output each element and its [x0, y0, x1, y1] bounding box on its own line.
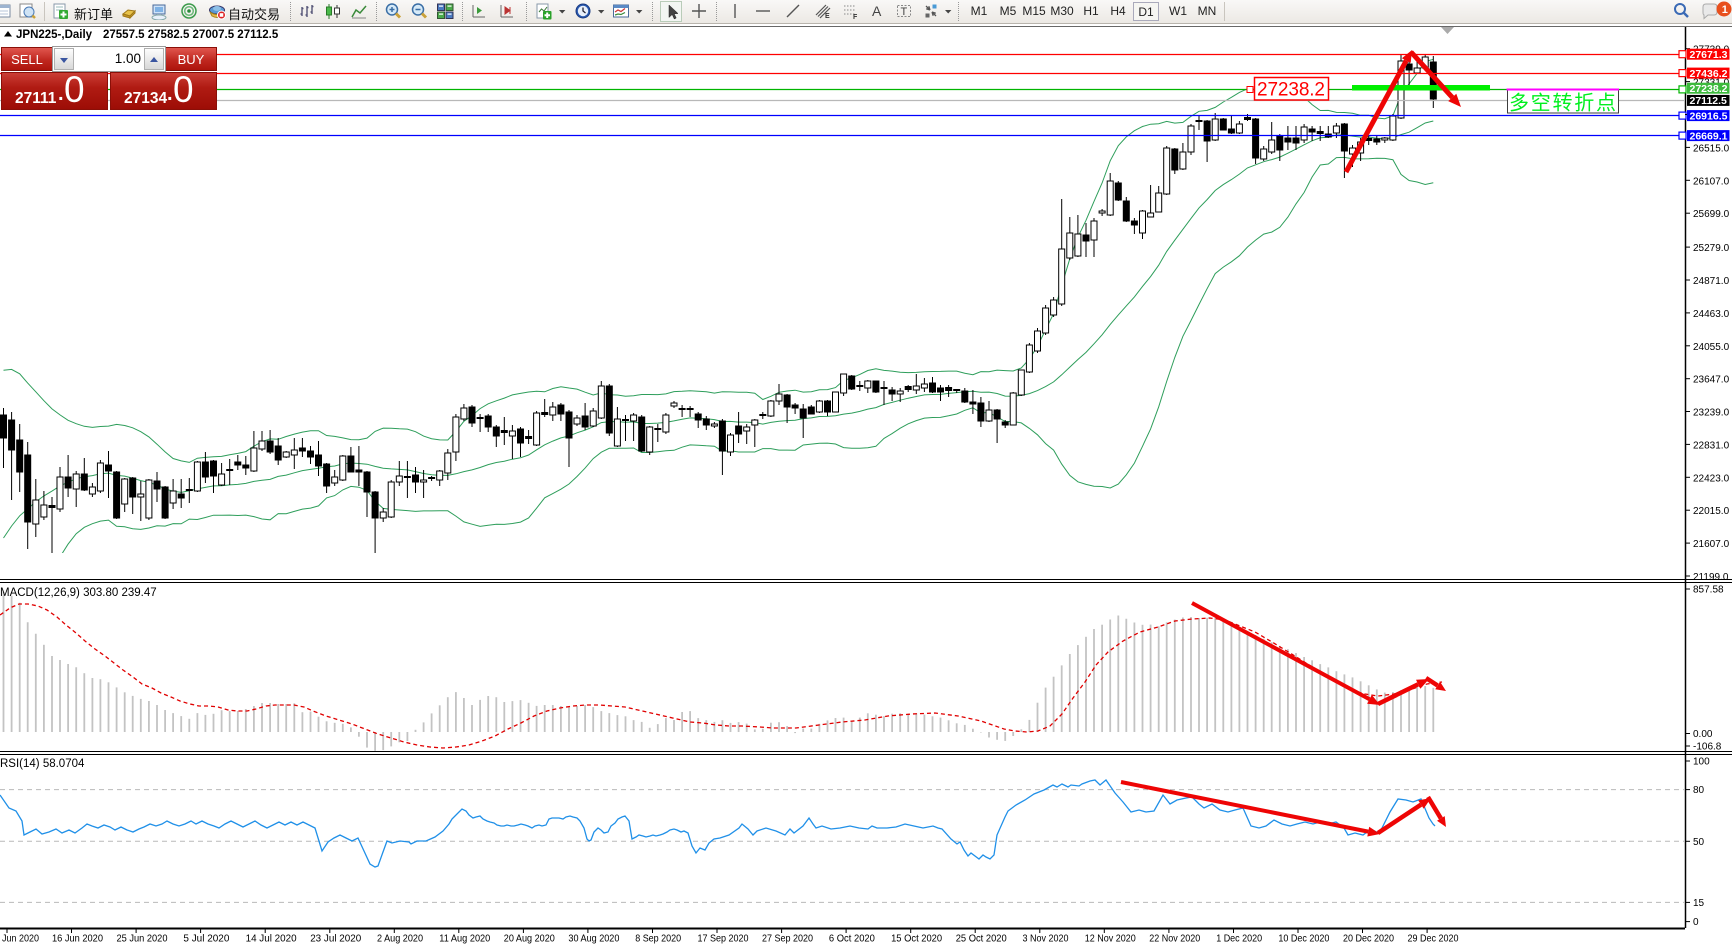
svg-text:27436.2: 27436.2 [1690, 68, 1728, 80]
svg-text:30 Aug 2020: 30 Aug 2020 [568, 933, 619, 945]
svg-text:100: 100 [1693, 757, 1710, 768]
svg-text:16 Jun 2020: 16 Jun 2020 [52, 933, 103, 945]
svg-text:12 Nov 2020: 12 Nov 2020 [1085, 933, 1136, 945]
svg-text:25279.0: 25279.0 [1693, 243, 1730, 254]
svg-text:26107.0: 26107.0 [1693, 176, 1730, 187]
svg-text:27112.5: 27112.5 [1690, 95, 1728, 107]
svg-text:Jun 2020: Jun 2020 [2, 933, 39, 945]
svg-text:T: T [901, 6, 908, 18]
svg-text:24871.0: 24871.0 [1693, 276, 1730, 287]
svg-text:-106.8: -106.8 [1693, 742, 1722, 753]
svg-text:27 Sep 2020: 27 Sep 2020 [762, 933, 813, 945]
svg-text:23 Jul 2020: 23 Jul 2020 [310, 933, 361, 945]
svg-text:27238.2: 27238.2 [1257, 80, 1325, 101]
svg-text:857.58: 857.58 [1693, 585, 1724, 596]
svg-text:21607.0: 21607.0 [1693, 539, 1730, 550]
svg-text:27557.5 27582.5 27007.5 27112.: 27557.5 27582.5 27007.5 27112.5 [103, 29, 279, 41]
svg-text:0: 0 [1693, 917, 1699, 928]
svg-text:0.00: 0.00 [1693, 729, 1713, 740]
svg-text:20 Dec 2020: 20 Dec 2020 [1343, 933, 1394, 945]
svg-text:23239.0: 23239.0 [1693, 408, 1730, 419]
svg-text:17 Sep 2020: 17 Sep 2020 [698, 933, 749, 945]
svg-text:80: 80 [1693, 785, 1705, 796]
svg-text:25 Jun 2020: 25 Jun 2020 [117, 933, 168, 945]
svg-text:F: F [853, 14, 858, 20]
svg-text:2 Aug 2020: 2 Aug 2020 [377, 933, 423, 945]
svg-text:27671.3: 27671.3 [1690, 49, 1728, 61]
svg-text:JPN225-,Daily: JPN225-,Daily [16, 29, 93, 41]
svg-text:多空转折点: 多空转折点 [1509, 92, 1616, 115]
svg-text:1 Dec 2020: 1 Dec 2020 [1216, 933, 1262, 945]
svg-text:22831.0: 22831.0 [1693, 440, 1730, 451]
svg-text:6 Oct 2020: 6 Oct 2020 [829, 933, 875, 945]
svg-text:21199.0: 21199.0 [1693, 572, 1729, 583]
svg-text:MACD(12,26,9) 303.80 239.47: MACD(12,26,9) 303.80 239.47 [0, 587, 157, 599]
svg-text:10 Dec 2020: 10 Dec 2020 [1278, 933, 1329, 945]
svg-text:29 Dec 2020: 29 Dec 2020 [1408, 933, 1459, 945]
svg-text:11 Aug 2020: 11 Aug 2020 [439, 933, 490, 945]
svg-text:22 Nov 2020: 22 Nov 2020 [1149, 933, 1200, 945]
svg-text:E: E [825, 13, 830, 20]
svg-text:23647.0: 23647.0 [1693, 375, 1730, 386]
svg-text:50: 50 [1693, 837, 1705, 848]
svg-text:5 Jul 2020: 5 Jul 2020 [183, 933, 229, 945]
svg-text:14 Jul 2020: 14 Jul 2020 [246, 933, 297, 945]
svg-text:22423.0: 22423.0 [1693, 473, 1730, 484]
svg-text:25699.0: 25699.0 [1693, 209, 1730, 220]
svg-text:20 Aug 2020: 20 Aug 2020 [504, 933, 555, 945]
svg-text:24463.0: 24463.0 [1693, 309, 1730, 320]
svg-text:15 Oct 2020: 15 Oct 2020 [891, 933, 942, 945]
svg-text:26916.5: 26916.5 [1690, 110, 1728, 122]
svg-text:3 Nov 2020: 3 Nov 2020 [1023, 933, 1069, 945]
svg-text:RSI(14) 58.0704: RSI(14) 58.0704 [0, 758, 85, 770]
svg-text:A: A [872, 3, 882, 19]
svg-text:25 Oct 2020: 25 Oct 2020 [956, 933, 1007, 945]
svg-text:26669.1: 26669.1 [1690, 130, 1728, 142]
svg-text:26515.0: 26515.0 [1693, 143, 1730, 154]
svg-text:22015.0: 22015.0 [1693, 506, 1730, 517]
svg-text:15: 15 [1693, 898, 1705, 909]
svg-text:8 Sep 2020: 8 Sep 2020 [635, 933, 681, 945]
svg-text:24055.0: 24055.0 [1693, 342, 1730, 353]
svg-text:27238.2: 27238.2 [1690, 83, 1728, 95]
svg-text:1: 1 [1722, 4, 1728, 16]
